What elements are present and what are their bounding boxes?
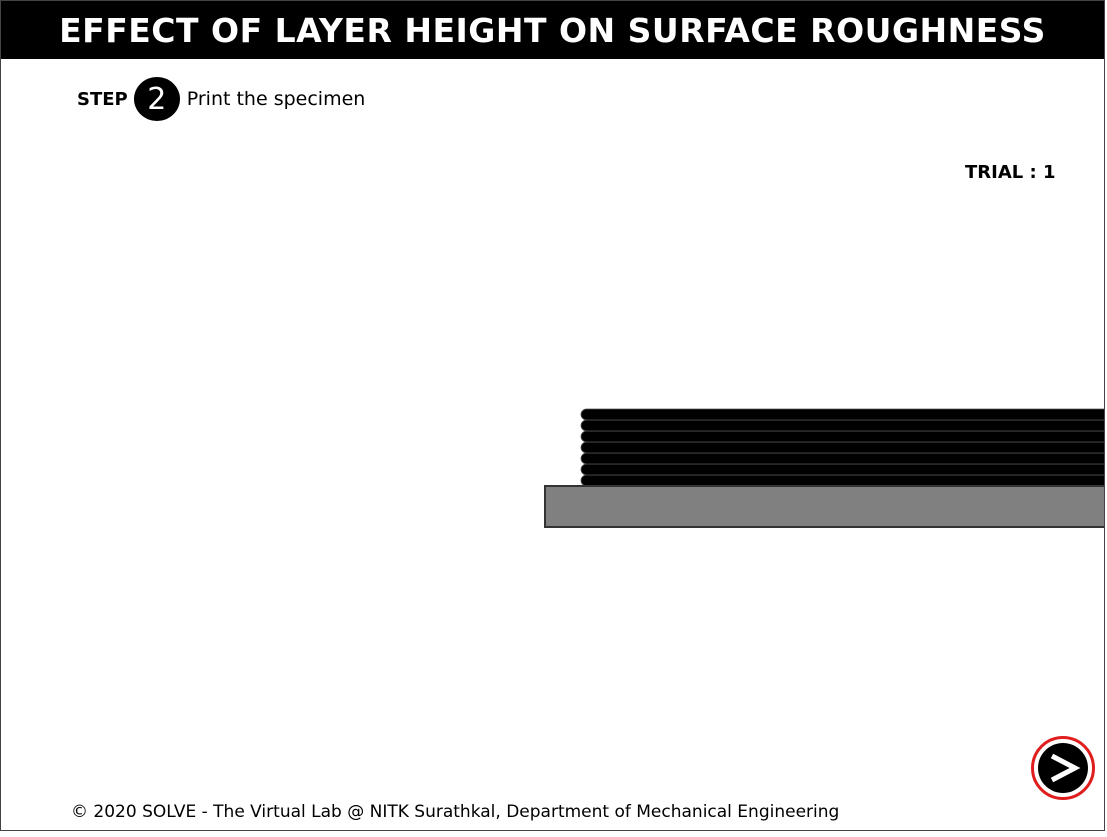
page-title: EFFECT OF LAYER HEIGHT ON SURFACE ROUGHN… — [59, 10, 1046, 50]
filament-layer — [580, 430, 1104, 443]
title-bar: EFFECT OF LAYER HEIGHT ON SURFACE ROUGHN… — [1, 1, 1104, 59]
filament-layer — [580, 474, 1104, 487]
print-bed — [544, 485, 1104, 528]
step-indicator: STEP 2 Print the specimen — [77, 77, 365, 121]
footer-credit: © 2020 SOLVE - The Virtual Lab @ NITK Su… — [71, 802, 840, 822]
filament-layer — [580, 452, 1104, 465]
next-button[interactable] — [1031, 736, 1095, 800]
filament-layer — [580, 419, 1104, 432]
filament-layer — [580, 441, 1104, 454]
filament-layer — [580, 463, 1104, 476]
step-number-badge: 2 — [133, 77, 180, 121]
filament-layer — [580, 408, 1104, 421]
step-label: STEP — [77, 88, 128, 110]
next-arrow-icon — [1038, 743, 1088, 793]
step-description: Print the specimen — [186, 88, 366, 110]
printed-layers — [580, 408, 1104, 487]
trial-counter: TRIAL : 1 — [965, 162, 1056, 183]
